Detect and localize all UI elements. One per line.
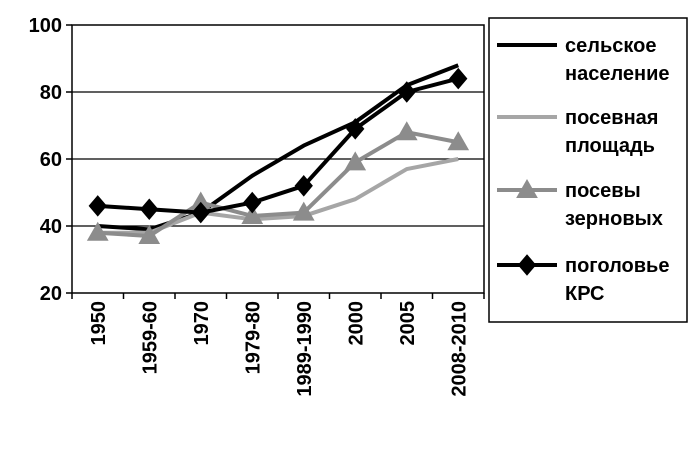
legend-label: сельское xyxy=(565,35,656,57)
y-tick-label: 60 xyxy=(40,149,62,171)
x-tick-label: 2008-2010 xyxy=(448,301,470,397)
diamond-marker xyxy=(397,81,416,103)
triangle-marker xyxy=(447,131,470,151)
legend-label: население xyxy=(565,63,670,85)
y-tick-label: 80 xyxy=(40,82,62,104)
legend-box xyxy=(488,17,688,323)
x-tick-label: 1970 xyxy=(191,301,213,346)
triangle-marker xyxy=(395,121,418,141)
triangle-marker xyxy=(344,151,367,171)
series-2 xyxy=(86,121,470,245)
legend-label: посевная xyxy=(565,107,658,129)
series-3 xyxy=(88,67,468,224)
diamond-marker xyxy=(346,118,365,140)
diamond-marker xyxy=(191,201,210,224)
x-tick-label: 1989-1990 xyxy=(294,301,316,397)
x-tick-label: 2005 xyxy=(397,301,419,346)
diamond-marker xyxy=(294,175,313,197)
series-group xyxy=(86,63,470,245)
legend-label: посевы xyxy=(565,180,641,202)
legend-entry: сельское население xyxy=(497,35,670,85)
legend: сельское население посевная площадь посевы зе… xyxy=(497,35,670,305)
triangle-marker xyxy=(86,221,109,241)
legend-entry: посевы зерновых xyxy=(497,178,663,230)
x-axis: 1950 1959-60 1970 1979-80 1989-1990 2000 2005 2… xyxy=(71,293,485,397)
legend-label: КРС xyxy=(565,283,605,305)
legend-label: площадь xyxy=(565,135,655,157)
triangle-marker xyxy=(292,201,315,221)
diamond-marker xyxy=(88,195,107,217)
legend-entry: поголовье КРС xyxy=(497,254,669,305)
x-tick-label: 1959-60 xyxy=(139,301,161,374)
y-tick-label: 40 xyxy=(40,216,62,238)
y-axis: 20 40 60 80 100 xyxy=(29,15,72,305)
legend-entry: посевная площадь xyxy=(497,107,658,157)
diamond-marker xyxy=(449,67,468,90)
x-tick-label: 1979-80 xyxy=(242,301,264,374)
triangle-marker xyxy=(138,225,161,245)
x-tick-label: 1950 xyxy=(88,301,110,346)
triangle-marker xyxy=(516,178,538,198)
y-tick-label: 20 xyxy=(40,283,62,305)
y-tick-label: 100 xyxy=(29,15,62,37)
legend-label: зерновых xyxy=(565,208,663,230)
diamond-marker xyxy=(517,254,537,276)
triangle-marker xyxy=(241,204,264,224)
x-tick-label: 2000 xyxy=(345,301,367,346)
legend-label: поголовье xyxy=(565,255,669,277)
diamond-marker xyxy=(140,198,159,221)
diamond-marker xyxy=(243,191,262,214)
